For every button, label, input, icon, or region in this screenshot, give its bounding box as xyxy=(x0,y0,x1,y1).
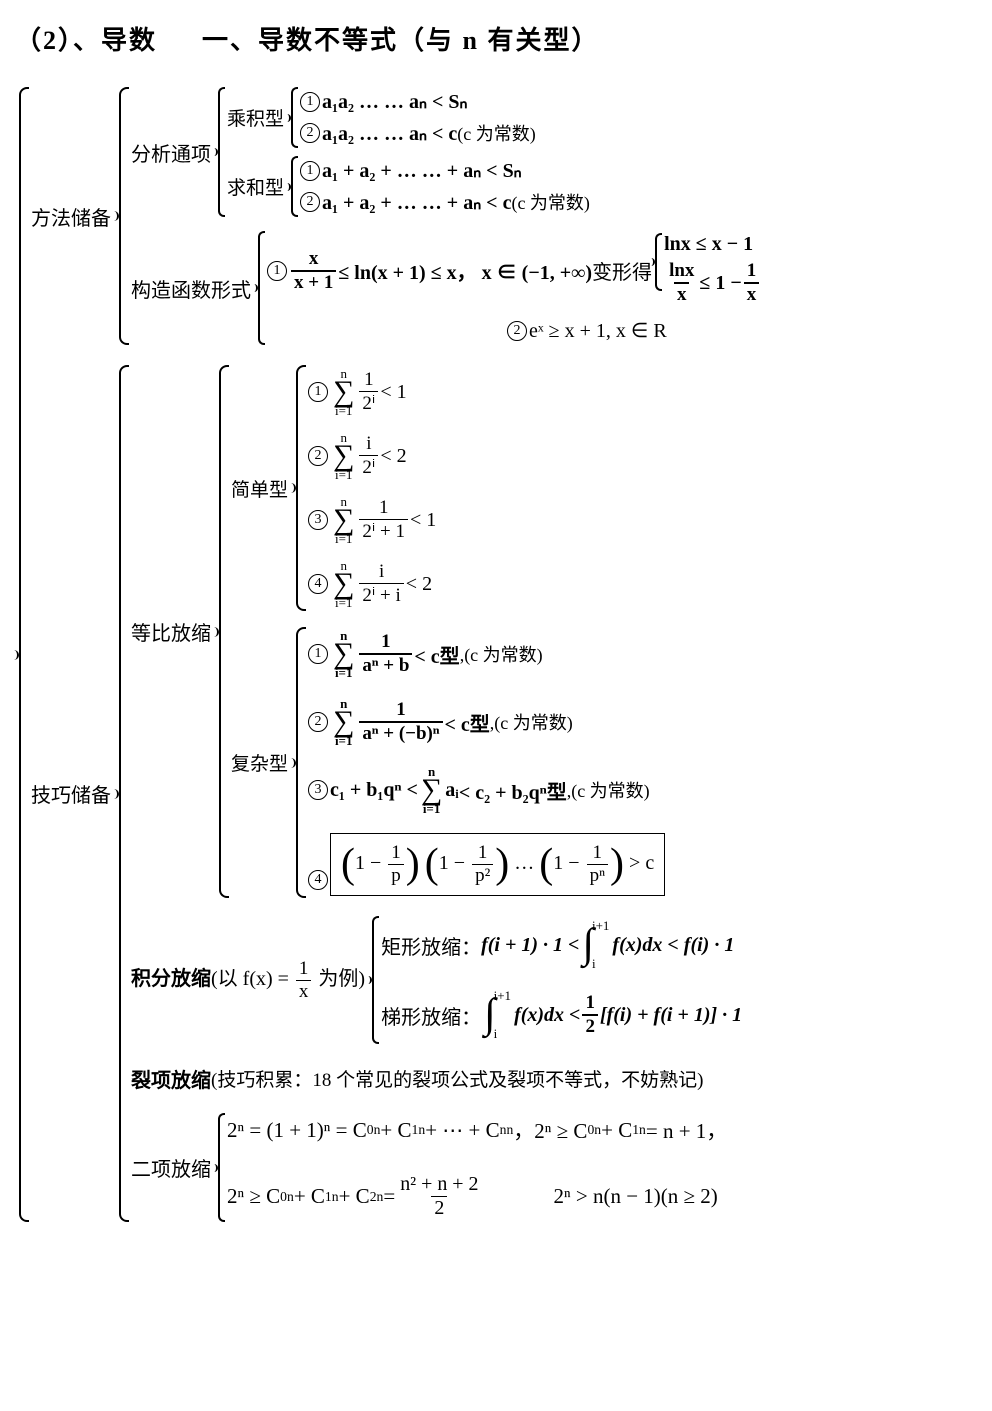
simple-label: 简单型 xyxy=(231,475,292,502)
simple-formula-4: 4 n∑i=1 i2ⁱ + i < 2 xyxy=(308,559,436,609)
binomial-label: 二项放缩 xyxy=(131,1153,215,1182)
geometric-label: 等比放缩 xyxy=(131,617,215,646)
construct-formula-1: 1 x x + 1 ≤ ln(x + 1) ≤ x， x ∈ (−1, +∞) … xyxy=(267,233,761,308)
split-line: 裂项放缩(技巧积累：18 个常见的裂项公式及裂项不等式，不妨熟记) xyxy=(131,1064,742,1093)
simple-formula-3: 3 n∑i=1 12ⁱ + 1 < 1 xyxy=(308,495,436,545)
techniques-group: 技巧储备 等比放缩 简单型 1 xyxy=(31,365,761,1222)
sum-label: 求和型 xyxy=(227,173,288,200)
methods-label: 方法储备 xyxy=(31,202,115,231)
complex-formula-1: 1 n∑i=1 1aⁿ + b < c型 ,(c 为常数) xyxy=(308,629,665,679)
product-label: 乘积型 xyxy=(227,104,288,131)
construct-group: 构造函数形式 1 x x + 1 ≤ ln(x + 1) ≤ x， x ∈ (−… xyxy=(131,231,761,345)
title-prefix: （2）、导数 xyxy=(15,26,157,55)
binomial-formula-2: 2ⁿ ≥ C0n + C1n + C2n = n² + n + 22 2ⁿ > … xyxy=(227,1173,727,1220)
root-group: 方法储备 分析通项 乘积型 1 xyxy=(15,87,977,1222)
sum-formula-2: 2 a₁ + a₂ + … … + aₙ < c (c 为常数) xyxy=(300,189,590,215)
trap-formula: 梯形放缩： ∫i+1i f(x)dx < 12 [f(i) + f(i + 1)… xyxy=(381,988,742,1042)
title-main: 一、导数不等式（与 n 有关型） xyxy=(202,26,599,55)
analyze-label: 分析通项 xyxy=(131,138,215,167)
root-brace xyxy=(15,87,29,1222)
complex-label: 复杂型 xyxy=(231,749,292,776)
construct-label: 构造函数形式 xyxy=(131,274,255,303)
complex-formula-4: 4 (1 − 1p) (1 − 1p²) … (1 − 1pⁿ) > c xyxy=(308,833,665,896)
simple-group: 简单型 1 n∑i=1 12ⁱ < 1 2 xyxy=(231,365,665,611)
complex-formula-3: 3 c₁ + b₁qⁿ < n∑i=1 aᵢ < c₂ + b₂qⁿ型 ,(c … xyxy=(308,765,665,815)
complex-formula-2: 2 n∑i=1 1aⁿ + (−b)ⁿ < c型 ,(c 为常数) xyxy=(308,697,665,747)
geometric-group: 等比放缩 简单型 1 n∑i=1 12ⁱ xyxy=(131,365,742,898)
product-formula-2: 2 a₁a₂ … … aₙ < c (c 为常数) xyxy=(300,120,536,146)
analyze-group: 分析通项 乘积型 1 a₁a₂ … … aₙ < Sₙ xyxy=(131,87,761,217)
methods-group: 方法储备 分析通项 乘积型 1 xyxy=(31,87,761,345)
techniques-label: 技巧储备 xyxy=(31,779,115,808)
sum-formula-1: 1 a₁ + a₂ + … … + aₙ < Sₙ xyxy=(300,158,590,183)
analyze-brace xyxy=(215,87,225,217)
split-label: 裂项放缩 xyxy=(131,1064,211,1093)
methods-brace xyxy=(115,87,129,345)
simple-formula-1: 1 n∑i=1 12ⁱ < 1 xyxy=(308,367,436,417)
integral-label: 积分放缩(以 f(x) = 1x 为例) xyxy=(131,958,369,1003)
binomial-formula-1: 2ⁿ = (1 + 1)ⁿ = C0n + C1n + ⋯ + Cnn ，2ⁿ … xyxy=(227,1115,727,1145)
techniques-brace xyxy=(115,365,129,1222)
complex-group: 复杂型 1 n∑i=1 1aⁿ + b < c型 ,(c 为常数) xyxy=(231,627,665,898)
product-group: 乘积型 1 a₁a₂ … … aₙ < Sₙ 2 a₁a₂ … … aₙ < c xyxy=(227,87,590,148)
simple-formula-2: 2 n∑i=1 i2ⁱ < 2 xyxy=(308,431,436,481)
construct-formula-2: 2 eˣ ≥ x + 1, x ∈ R xyxy=(507,318,761,343)
binomial-group: 二项放缩 2ⁿ = (1 + 1)ⁿ = C0n + C1n + ⋯ + Cnn… xyxy=(131,1113,742,1222)
sum-group: 求和型 1 a₁ + a₂ + … … + aₙ < Sₙ 2 a₁ + a₂ … xyxy=(227,156,590,217)
integral-group: 积分放缩(以 f(x) = 1x 为例) 矩形放缩： f(i + 1) · 1 … xyxy=(131,916,742,1044)
rect-formula: 矩形放缩： f(i + 1) · 1 < ∫i+1i f(x)dx < f(i)… xyxy=(381,918,742,972)
page-title: （2）、导数 一、导数不等式（与 n 有关型） xyxy=(15,20,977,57)
product-formula-1: 1 a₁a₂ … … aₙ < Sₙ xyxy=(300,89,536,114)
